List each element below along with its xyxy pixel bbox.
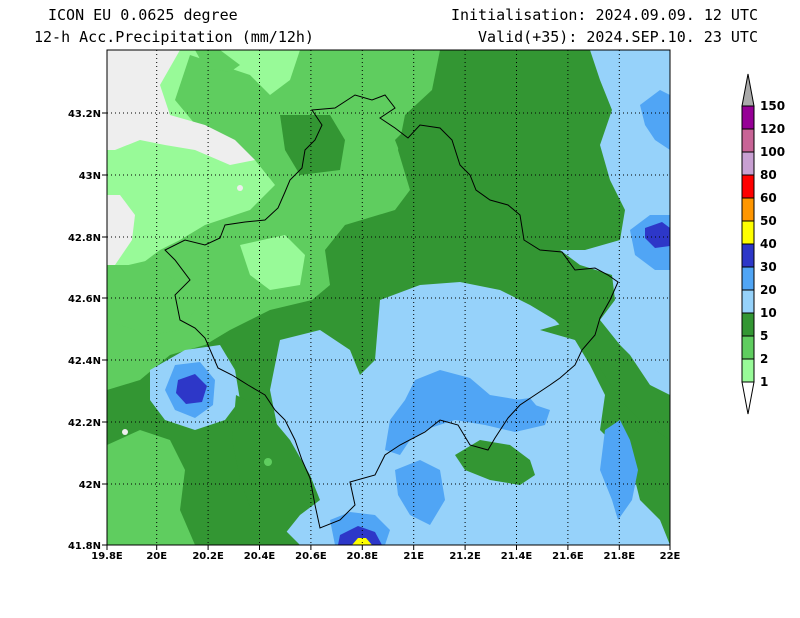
coordinate-grid: [107, 50, 670, 545]
legend-label: 5: [760, 329, 768, 343]
initialisation-time: Initialisation: 2024.09.09. 12 UTC: [450, 6, 758, 24]
legend-swatch: [741, 335, 755, 360]
color-legend: [741, 73, 755, 415]
lon-tick-label: 20.2E: [192, 551, 224, 562]
legend-top-arrow: [741, 73, 755, 107]
lat-tick-label: 43N: [79, 171, 101, 182]
lon-tick-label: 19.8E: [91, 551, 123, 562]
legend-label: 60: [760, 191, 777, 205]
legend-swatch: [741, 151, 755, 176]
lat-tick-label: 42.4N: [68, 356, 101, 367]
lat-tick-label: 41.8N: [68, 541, 101, 552]
legend-swatch: [741, 243, 755, 268]
lat-tick-label: 42.6N: [68, 294, 101, 305]
legend-label: 2: [760, 352, 768, 366]
legend-label: 120: [760, 122, 785, 136]
lat-tick-label: 42.8N: [68, 233, 101, 244]
lat-tick-label: 42.2N: [68, 418, 101, 429]
legend-swatch: [741, 174, 755, 199]
lon-tick-label: 21.4E: [501, 551, 533, 562]
legend-label: 1: [760, 375, 768, 389]
legend-label: 20: [760, 283, 777, 297]
legend-label: 10: [760, 306, 777, 320]
lon-tick-label: 21.8E: [604, 551, 636, 562]
valid-time: Valid(+35): 2024.SEP.10. 23 UTC: [478, 28, 758, 46]
legend-swatch: [741, 312, 755, 337]
legend-label: 50: [760, 214, 777, 228]
variable-title: 12-h Acc.Precipitation (mm/12h): [34, 28, 314, 46]
lon-tick-label: 21E: [403, 551, 424, 562]
model-title: ICON EU 0.0625 degree: [48, 6, 238, 24]
legend-swatch: [741, 197, 755, 222]
legend-bottom-arrow: [741, 381, 755, 415]
legend-swatch: [741, 289, 755, 314]
lon-tick-label: 20.8E: [347, 551, 379, 562]
country-border: [164, 94, 619, 529]
lon-tick-label: 20E: [146, 551, 167, 562]
legend-label: 150: [760, 99, 785, 113]
lat-tick-label: 42N: [79, 480, 101, 491]
legend-label: 30: [760, 260, 777, 274]
lon-tick-label: 20.4E: [244, 551, 276, 562]
legend-swatch: [741, 105, 755, 130]
lon-tick-label: 22E: [660, 551, 681, 562]
axis-ticks: [102, 112, 671, 550]
lon-tick-label: 20.6E: [295, 551, 327, 562]
lon-tick-label: 21.2E: [449, 551, 481, 562]
legend-swatch: [741, 128, 755, 153]
legend-label: 40: [760, 237, 777, 251]
legend-label: 80: [760, 168, 777, 182]
lat-tick-label: 43.2N: [68, 109, 101, 120]
legend-swatch: [741, 358, 755, 383]
lon-tick-label: 21.6E: [552, 551, 584, 562]
precipitation-field: [107, 50, 670, 545]
legend-swatch: [741, 220, 755, 245]
legend-label: 100: [760, 145, 785, 159]
legend-swatch: [741, 266, 755, 291]
